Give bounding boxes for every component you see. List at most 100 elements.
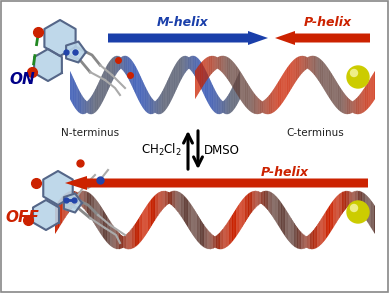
Polygon shape [241,199,243,228]
Text: C-terminus: C-terminus [286,128,344,138]
Polygon shape [170,74,171,103]
Polygon shape [71,74,72,103]
Polygon shape [273,88,274,113]
Polygon shape [109,220,110,246]
Polygon shape [102,208,103,237]
Polygon shape [338,84,339,110]
Polygon shape [85,100,86,114]
Polygon shape [138,72,139,101]
Polygon shape [245,195,246,223]
Polygon shape [97,85,98,111]
Polygon shape [130,58,131,83]
Polygon shape [364,193,365,219]
Polygon shape [148,92,149,114]
Polygon shape [358,190,359,209]
Polygon shape [226,56,227,78]
Polygon shape [301,233,302,249]
Polygon shape [309,57,310,70]
Polygon shape [133,62,134,90]
Polygon shape [134,224,135,248]
Polygon shape [366,85,367,110]
Polygon shape [310,233,311,249]
Polygon shape [255,95,256,114]
Polygon shape [181,57,182,80]
Polygon shape [79,90,80,113]
Polygon shape [243,198,244,226]
Polygon shape [75,82,76,109]
Polygon shape [251,191,252,213]
Polygon shape [161,93,162,114]
Polygon shape [340,193,341,217]
Polygon shape [237,67,238,95]
Polygon shape [227,96,228,114]
Polygon shape [196,212,197,240]
Polygon shape [165,85,166,110]
Polygon shape [238,74,239,102]
Polygon shape [302,234,303,249]
Polygon shape [177,60,178,87]
Polygon shape [298,56,299,78]
Polygon shape [332,75,333,103]
Polygon shape [142,211,144,240]
Polygon shape [360,94,361,114]
Polygon shape [271,92,272,114]
Polygon shape [172,69,173,98]
Polygon shape [113,226,115,248]
Polygon shape [359,95,360,114]
Text: N-terminus: N-terminus [61,128,119,138]
Polygon shape [369,80,370,108]
Polygon shape [135,223,136,248]
Polygon shape [313,229,314,249]
Polygon shape [292,60,293,86]
Polygon shape [146,89,147,113]
Polygon shape [213,87,214,112]
Polygon shape [325,212,326,241]
Polygon shape [184,195,185,223]
Polygon shape [180,58,181,82]
Polygon shape [205,227,206,249]
Polygon shape [79,191,80,205]
Polygon shape [359,191,360,211]
Polygon shape [34,49,62,81]
Polygon shape [242,74,243,103]
Polygon shape [111,59,112,85]
Polygon shape [205,69,206,99]
Polygon shape [234,63,235,91]
Polygon shape [108,218,109,245]
Circle shape [347,201,369,223]
Polygon shape [168,77,169,105]
Polygon shape [151,98,152,114]
Polygon shape [277,83,278,109]
Polygon shape [252,191,253,212]
Polygon shape [371,76,372,104]
Polygon shape [347,97,348,114]
Polygon shape [221,230,222,249]
Polygon shape [199,59,200,85]
Polygon shape [145,86,146,112]
Polygon shape [235,81,236,108]
Polygon shape [327,67,328,95]
Polygon shape [228,57,229,81]
Polygon shape [189,202,190,231]
Polygon shape [126,234,128,249]
Polygon shape [251,88,252,112]
Polygon shape [312,56,313,73]
Polygon shape [152,197,153,225]
Polygon shape [197,58,198,82]
Polygon shape [171,191,172,205]
Polygon shape [92,195,93,222]
Polygon shape [224,100,225,114]
Polygon shape [243,76,244,105]
Polygon shape [236,66,237,94]
Polygon shape [253,191,254,210]
Polygon shape [216,92,217,114]
Polygon shape [240,71,241,100]
Polygon shape [246,82,247,108]
Polygon shape [313,56,314,74]
Polygon shape [334,78,335,105]
Polygon shape [327,208,328,237]
Polygon shape [190,57,191,70]
Polygon shape [93,196,94,224]
Polygon shape [70,191,71,211]
Polygon shape [362,90,363,113]
